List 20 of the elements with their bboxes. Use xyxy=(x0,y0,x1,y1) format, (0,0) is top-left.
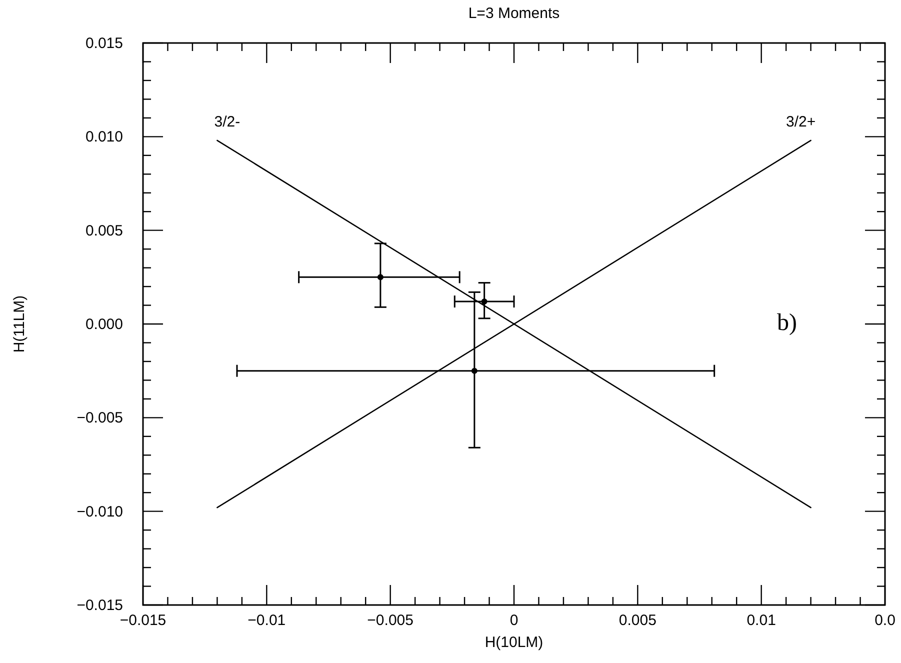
annotation: b) xyxy=(777,310,797,336)
x-tick-label: −0.01 xyxy=(248,612,286,629)
y-axis-title: H(11LM) xyxy=(11,295,28,353)
x-axis-title: H(10LM) xyxy=(484,634,544,651)
y-tick-label: 0.010 xyxy=(85,128,123,146)
x-tick-label: 0.0 xyxy=(874,612,896,629)
series-label: 3/2- xyxy=(214,113,240,130)
series-label: 3/2+ xyxy=(786,113,816,130)
y-tick-label: 0.015 xyxy=(85,35,123,52)
x-tick-label: −0.005 xyxy=(367,612,414,629)
x-tick-label: 0.005 xyxy=(618,612,656,629)
y-tick-label: −0.015 xyxy=(76,597,123,614)
y-tick-label: 0.005 xyxy=(85,222,123,240)
y-tick-label: −0.005 xyxy=(76,410,123,427)
chart-title: L=3 Moments xyxy=(468,5,560,22)
y-tick-label: −0.010 xyxy=(76,503,123,520)
x-tick-label: 0 xyxy=(510,612,518,629)
x-tick-label: 0.01 xyxy=(746,612,776,629)
y-tick-label: 0.000 xyxy=(85,316,123,333)
x-tick-label: −0.015 xyxy=(120,612,166,629)
